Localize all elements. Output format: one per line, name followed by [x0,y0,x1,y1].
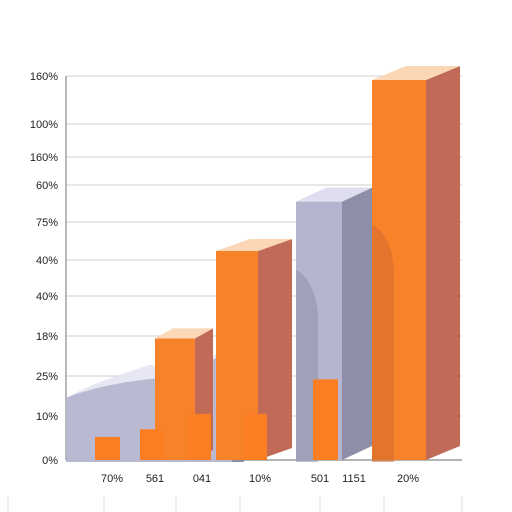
y-tick-label: 160% [30,152,58,164]
y-tick-label: 40% [36,255,58,267]
small-bar-1 [95,436,120,460]
y-tick-label: 25% [36,371,58,383]
small-bar-5 [313,379,338,460]
y-tick-label: 100% [30,119,58,131]
bars [155,66,460,462]
bottom-axis-ticks [7,496,463,512]
small-bar-3 [186,413,211,460]
x-tick-label: 70% [101,473,123,485]
y-tick-label: 0% [42,455,58,467]
x-tick-label: 20% [397,473,419,485]
orange-bar-3-top [372,66,460,80]
x-tick-label: 10% [249,473,271,485]
lavender-bar-side [342,187,372,460]
y-tick-label: 160% [30,71,58,83]
x-axis-tick-labels: 70% 561 041 10% 501 1151 20% [101,473,419,485]
orange-bar-3-arch [372,225,394,462]
x-tick-label: 041 [193,473,211,485]
y-tick-label: 60% [36,180,58,192]
orange-bar-3-side [426,66,460,460]
orange-bar-2-side [258,239,292,460]
y-tick-label: 18% [36,331,58,343]
y-tick-label: 75% [36,217,58,229]
small-bars [95,379,338,460]
y-tick-label: 10% [36,411,58,423]
lavender-bar-arch [296,270,318,462]
small-bar-4 [242,413,267,460]
orange-bar-2-top [216,239,292,251]
x-tick-label: 561 [146,473,164,485]
x-tick-label: 501 [311,473,329,485]
y-tick-label: 40% [36,291,58,303]
lavender-bar-top [296,187,372,202]
small-bar-2 [140,429,165,460]
x-tick-label: 1151 [342,473,366,485]
lavender-area-top [66,340,235,398]
orange-bar-1-top [155,328,213,339]
y-axis-tick-labels: 0% 10% 25% 18% 40% 40% 75% 60% 160% 100% 160% [30,71,58,467]
